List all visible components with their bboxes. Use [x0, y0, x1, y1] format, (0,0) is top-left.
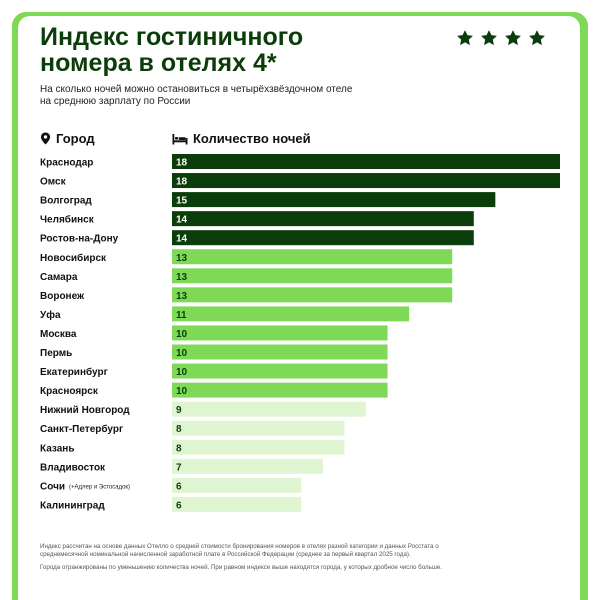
value-label: 11: [176, 310, 187, 321]
bar: [172, 344, 388, 360]
value-label: 18: [176, 177, 188, 188]
value-label: 10: [176, 329, 188, 340]
bar: [172, 154, 560, 169]
star-icon: [527, 28, 547, 48]
value-label: 14: [176, 215, 188, 226]
city-column-header: Город: [40, 131, 95, 146]
city-label: Уфа: [40, 309, 61, 321]
bar: [172, 420, 345, 436]
value-label: 13: [176, 272, 188, 283]
star-icon: [479, 28, 499, 48]
city-label: Воронеж: [40, 291, 85, 302]
footnote-ranking: Города отранжированы по уменьшению колич…: [40, 564, 442, 571]
bar: [172, 192, 496, 208]
star-icon: [455, 28, 475, 48]
bed-icon: [172, 133, 188, 145]
city-label: Самара: [40, 272, 78, 283]
bar: [172, 477, 302, 493]
location-pin-icon: [40, 132, 51, 145]
bar: [172, 382, 388, 398]
star-icon: [503, 28, 523, 48]
bar: [172, 287, 453, 303]
value-label: 13: [176, 253, 188, 264]
page-subtitle: На сколько ночей можно остановиться в че…: [40, 84, 353, 107]
bar: [172, 211, 474, 227]
city-label: Нижний Новгород: [40, 405, 130, 416]
nights-column-label: Количество ночей: [193, 131, 311, 146]
city-label: Краснодар: [40, 158, 93, 169]
rating-stars: [455, 28, 547, 48]
city-label: Сочи: [40, 481, 65, 492]
city-label: Волгоград: [40, 196, 92, 207]
page-title: Индекс гостиничного номера в отелях 4*: [40, 23, 304, 77]
value-label: 6: [176, 481, 182, 492]
footnote-method: Индекс рассчитан на основе данных Отелло…: [40, 543, 439, 558]
value-label: 13: [176, 291, 188, 302]
bar: [172, 325, 388, 341]
bar: [172, 439, 345, 455]
bar: [172, 230, 474, 246]
value-label: 18: [176, 158, 188, 169]
city-label: Москва: [40, 329, 77, 340]
value-label: 10: [176, 348, 188, 359]
city-column-label: Город: [56, 131, 95, 146]
city-label: Владивосток: [40, 462, 106, 473]
bar: [172, 401, 366, 417]
value-label: 8: [176, 443, 182, 454]
city-label: Санкт-Петербург: [40, 423, 123, 435]
city-label: Красноярск: [40, 386, 99, 397]
bar: [172, 363, 388, 379]
value-label: 10: [176, 367, 188, 378]
bar: [172, 249, 453, 265]
city-label: Омск: [40, 177, 67, 188]
bar: [172, 458, 323, 474]
bar: [172, 496, 302, 512]
value-label: 10: [176, 386, 188, 397]
city-label: Калининград: [40, 500, 105, 511]
city-label: Казань: [40, 443, 75, 454]
bar: [172, 306, 410, 322]
value-label: 14: [176, 234, 188, 245]
value-label: 9: [176, 405, 182, 416]
city-label: Екатеринбург: [40, 366, 108, 378]
city-label: Новосибирск: [40, 252, 107, 264]
bar: [172, 268, 453, 284]
city-label: Челябинск: [40, 214, 95, 226]
value-label: 8: [176, 424, 182, 435]
value-label: 6: [176, 500, 182, 511]
nights-column-header: Количество ночей: [172, 131, 311, 146]
value-label: 15: [176, 196, 188, 207]
city-label: Ростов-на-Дону: [40, 234, 119, 245]
bar: [172, 173, 560, 189]
value-label: 7: [176, 462, 182, 473]
city-note: (+Адлер и Эстосадок): [69, 484, 130, 490]
city-label: Пермь: [40, 348, 72, 359]
